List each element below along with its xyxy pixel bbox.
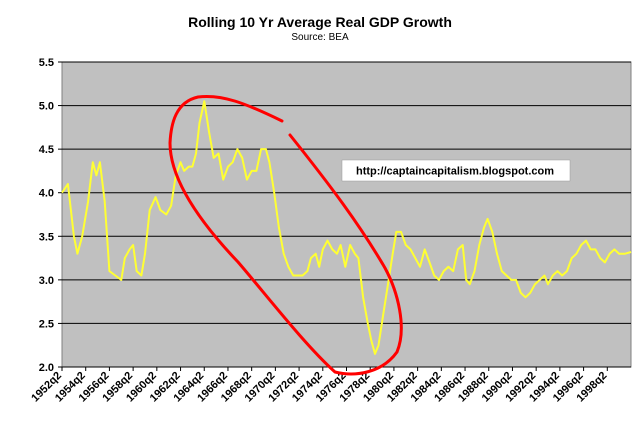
highlight-circle-annotation <box>168 94 403 376</box>
y-tick-label: 3.0 <box>39 275 54 287</box>
x-axis-ticks: 1952q21954q21956q21958q21960q21962q21964… <box>29 367 609 405</box>
annotation-text: http://captaincapitalism.blogspot.com <box>356 166 554 178</box>
y-tick-label: 4.0 <box>39 188 54 200</box>
annotation-box: http://captaincapitalism.blogspot.com <box>341 159 571 182</box>
chart-title: Rolling 10 Yr Average Real GDP Growth <box>188 14 452 30</box>
y-tick-label: 3.5 <box>39 231 54 243</box>
y-tick-label: 5.5 <box>39 57 54 69</box>
y-tick-label: 5.0 <box>39 101 54 113</box>
y-axis-ticks: 2.0 2.5 3.0 3.5 4.0 4.5 5.0 5.5 <box>39 57 62 374</box>
plot-area <box>61 61 632 368</box>
y-tick-label: 2.5 <box>39 318 54 330</box>
y-tick-label: 4.5 <box>39 144 54 156</box>
y-tick-label: 2.0 <box>39 362 54 374</box>
series-line-gdp-growth <box>61 100 632 355</box>
chart-subtitle: Source: BEA <box>291 32 349 43</box>
